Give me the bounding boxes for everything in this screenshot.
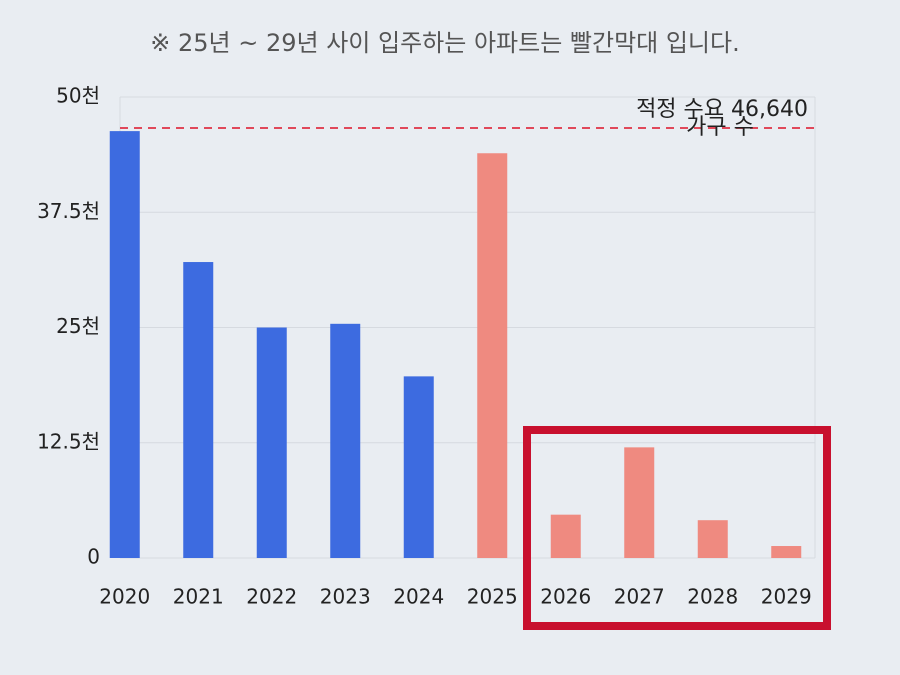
chart-title: ※ 25년 ~ 29년 사이 입주하는 아파트는 빨간막대 입니다. <box>150 29 739 57</box>
bar <box>330 323 361 558</box>
y-tick-label: 25천 <box>56 314 100 338</box>
bar <box>109 131 140 558</box>
bar <box>771 546 802 558</box>
x-tick-label: 2029 <box>761 585 812 609</box>
x-tick-label: 2024 <box>393 585 444 609</box>
bar <box>403 376 434 558</box>
x-tick-label: 2020 <box>99 585 150 609</box>
y-tick-label: 12.5천 <box>37 429 100 453</box>
x-tick-label: 2025 <box>467 585 518 609</box>
x-tick-label: 2027 <box>614 585 665 609</box>
bar <box>550 514 581 558</box>
reference-label: 적정 수요 46,640 <box>636 97 808 122</box>
bar <box>624 447 655 558</box>
bar <box>477 153 508 558</box>
y-tick-label: 50천 <box>56 84 100 108</box>
reference-note: 가구 수 <box>686 115 754 140</box>
x-tick-label: 2023 <box>320 585 371 609</box>
x-tick-label: 2021 <box>173 585 224 609</box>
x-tick-label: 2028 <box>687 585 738 609</box>
y-tick-label: 37.5천 <box>37 199 100 223</box>
bar <box>697 520 728 558</box>
highlight-box <box>523 426 831 630</box>
bar <box>183 262 214 558</box>
bar <box>256 327 287 558</box>
x-tick-label: 2022 <box>246 585 297 609</box>
y-tick-label: 0 <box>87 545 100 569</box>
x-tick-label: 2026 <box>540 585 591 609</box>
